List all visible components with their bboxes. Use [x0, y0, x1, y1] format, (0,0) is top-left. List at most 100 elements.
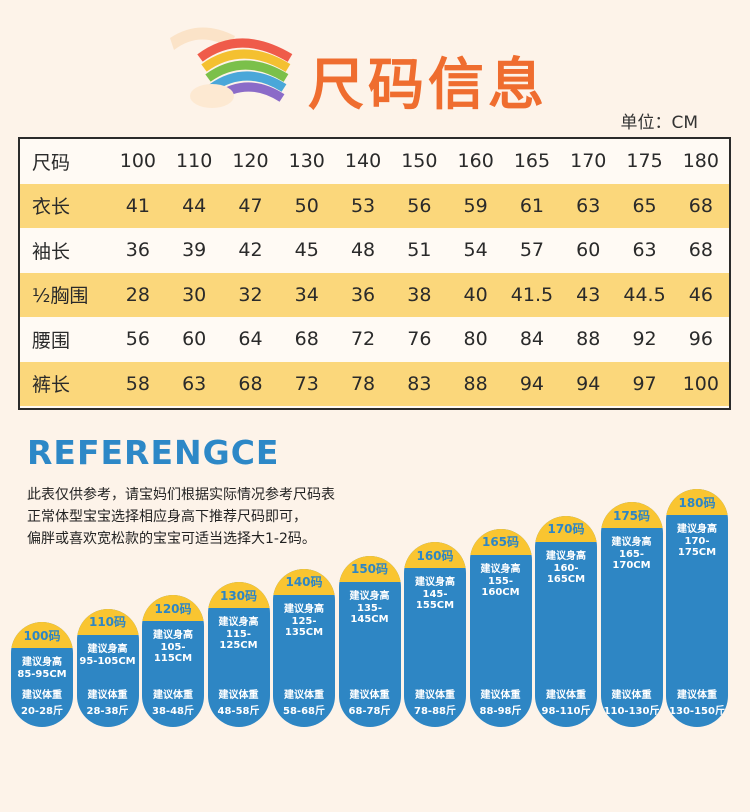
reference-title: REFERENGCE: [27, 433, 280, 472]
height-value: 95-105CM: [79, 655, 136, 667]
unit-label: 单位：CM: [620, 113, 698, 133]
table-cell: 51: [407, 239, 432, 262]
height-value: 155-160CM: [481, 575, 520, 598]
size-table: 尺码 100 110 120 130 140 150 160 165 170 1…: [18, 137, 731, 410]
table-cell: 68: [294, 328, 319, 351]
height-label: 建议身高: [153, 630, 193, 642]
row-label: 袖长: [32, 240, 71, 263]
size-card-size: 160码: [404, 542, 466, 569]
height-label: 建议身高: [22, 657, 62, 668]
size-header: 100: [119, 150, 156, 173]
size-card-size: 130码: [207, 582, 270, 609]
table-cell: 63: [632, 239, 657, 262]
height-label: 建议身高: [349, 590, 390, 602]
table-cell: 46: [688, 283, 713, 306]
height-value: 160-165CM: [546, 562, 586, 585]
table-row: 袖长 36 39 42 45 48 51 54 57 60 63 68: [20, 228, 729, 273]
table-cell: 58: [125, 372, 150, 395]
size-header: 165: [513, 150, 551, 173]
size-card: 150码 建议身高 135-145CM 建议体重 68-78斤: [338, 555, 401, 727]
weight-value: 78-88斤: [414, 705, 456, 717]
weight-value: 20-28斤: [21, 706, 63, 717]
height-label: 建议身高: [480, 563, 521, 575]
weight-label: 建议体重: [349, 690, 390, 701]
size-header: 120: [232, 150, 269, 173]
table-cell: 84: [519, 328, 545, 351]
table-cell: 68: [688, 194, 713, 217]
height-value: 145-155CM: [415, 589, 455, 612]
height-value: 85-95CM: [17, 669, 67, 680]
table-cell: 80: [463, 328, 488, 351]
reference-description: 此表仅供参考，请宝妈们根据实际情况参考尺码表 正常体型宝宝选择相应身高下推荐尺码…: [27, 484, 335, 550]
height-label: 建议身高: [611, 537, 652, 549]
table-cell: 100: [682, 372, 719, 395]
table-cell: 38: [407, 283, 432, 306]
table-cell: 36: [125, 239, 150, 262]
table-cell: 56: [407, 194, 432, 217]
weight-value: 68-78斤: [348, 706, 391, 717]
table-cell: 41: [125, 194, 150, 217]
weight-label: 建议体重: [677, 690, 717, 701]
weight-label: 建议体重: [284, 689, 324, 701]
weight-block: 建议体重 38-48斤: [142, 681, 204, 717]
size-header: 160: [457, 150, 494, 173]
page-title: 尺码信息: [308, 53, 548, 118]
weight-block: 建议体重 130-150斤: [666, 681, 728, 717]
table-cell: 30: [182, 283, 207, 306]
weight-value: 28-38斤: [86, 705, 129, 717]
weight-value: 88-98斤: [479, 705, 522, 717]
weight-label: 建议体重: [22, 690, 62, 701]
weight-label: 建议体重: [218, 689, 259, 701]
height-label: 建议身高: [218, 617, 259, 629]
weight-label: 建议体重: [611, 689, 652, 701]
table-cell: 39: [182, 239, 207, 262]
table-cell: 59: [463, 194, 488, 217]
size-card-size: 100码: [11, 622, 73, 648]
table-cell: 68: [688, 239, 713, 262]
weight-block: 建议体重 110-130斤: [601, 681, 663, 717]
table-cell: 92: [632, 328, 657, 351]
size-card: 140码 建议身高 125-135CM 建议体重 58-68斤: [273, 568, 335, 727]
size-header: 140: [344, 150, 382, 173]
size-card-size: 170码: [535, 515, 597, 542]
size-card: 110码 建议身高 95-105CM 建议体重 28-38斤: [76, 608, 139, 727]
table-cell: 60: [576, 239, 601, 262]
height-value: 105-115CM: [153, 642, 193, 665]
table-cell: 41.5: [510, 283, 554, 306]
table-cell: 94: [576, 372, 601, 395]
table-cell: 60: [182, 328, 207, 351]
weight-block: 建议体重 48-58斤: [208, 681, 270, 717]
size-card-size: 165码: [469, 528, 532, 555]
size-header: 175: [626, 150, 663, 173]
table-cell: 83: [407, 372, 432, 395]
table-cell: 50: [294, 194, 319, 217]
table-cell: 73: [294, 372, 319, 395]
table-row: 衣长 41 44 47 50 53 56 59 61 63 65 68: [20, 183, 729, 228]
row-label: 衣长: [32, 196, 71, 219]
weight-value: 110-130斤: [603, 705, 660, 717]
table-cell: 28: [125, 283, 150, 306]
description-line: 正常体型宝宝选择相应身高下推荐尺码即可，: [27, 509, 307, 525]
height-value: 165-170CM: [612, 549, 651, 572]
size-header: 170: [570, 150, 607, 173]
table-body: 衣长 41 44 47 50 53 56 59 61 63 65 68 袖长 36 39 42 45 48 51 54…: [20, 183, 729, 406]
table-cell: 53: [350, 194, 376, 217]
table-cell: 96: [688, 328, 713, 351]
table-cell: 78: [350, 372, 376, 395]
weight-block: 建议体重 88-98斤: [470, 681, 532, 717]
size-card-size: 175码: [600, 502, 663, 529]
table-row: 裤长 58 63 68 73 78 83 88 94 94 97 100: [20, 361, 729, 406]
size-card-size: 120码: [142, 595, 204, 622]
weight-value: 98-110斤: [541, 705, 591, 717]
size-card-size: 150码: [338, 555, 401, 582]
weight-label: 建议体重: [546, 689, 586, 701]
table-cell: 47: [238, 194, 263, 217]
row-label: 裤长: [32, 374, 71, 397]
table-cell: 76: [407, 328, 432, 351]
size-header: 130: [288, 150, 325, 173]
weight-label: 建议体重: [87, 689, 128, 701]
height-value: 115-125CM: [219, 629, 258, 652]
size-card-size: 140码: [273, 568, 335, 595]
table-header-label: 尺码: [32, 151, 71, 174]
